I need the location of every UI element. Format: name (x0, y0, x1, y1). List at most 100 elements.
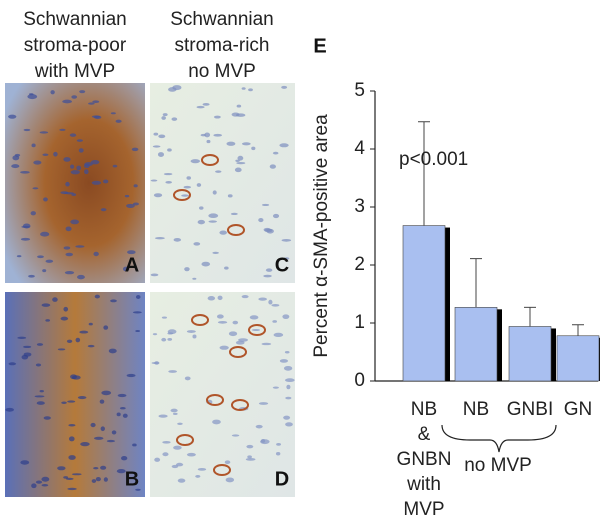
cell (90, 422, 96, 428)
cell (204, 132, 211, 138)
cell (162, 113, 168, 117)
cell (93, 251, 99, 257)
cell (103, 477, 108, 482)
cell (29, 93, 34, 96)
cell (217, 320, 228, 324)
cell (28, 274, 35, 278)
cell (93, 466, 99, 470)
cell (208, 213, 219, 219)
cell (16, 255, 22, 258)
cell (162, 452, 169, 457)
cell (62, 99, 73, 104)
vessel (229, 346, 247, 358)
panel-label: C (275, 254, 289, 276)
cell (45, 259, 54, 263)
cell (152, 145, 161, 148)
cell (163, 172, 173, 176)
cell (224, 460, 231, 465)
cell (168, 370, 178, 373)
x-tick-label: NB (463, 399, 489, 420)
cell (95, 476, 101, 482)
y-tick-label: 1 (354, 312, 365, 333)
cell (22, 223, 31, 229)
cell (219, 345, 229, 350)
cell (212, 251, 219, 255)
cell (248, 88, 253, 92)
cell (35, 480, 43, 484)
cell (192, 334, 197, 339)
panel-heading: Schwannian (170, 9, 274, 30)
cell (41, 476, 50, 482)
cell (20, 237, 31, 241)
cell (41, 303, 51, 307)
cell (31, 143, 36, 148)
cell (91, 180, 102, 185)
cell (260, 438, 266, 443)
cell (273, 332, 284, 338)
cell (45, 319, 51, 322)
cell (42, 269, 47, 273)
cell (208, 220, 218, 223)
cell (173, 445, 182, 450)
cell (200, 133, 207, 137)
x-tick-label: GN (564, 399, 593, 420)
cell (237, 155, 244, 161)
cell (261, 342, 272, 346)
cell (43, 416, 51, 420)
cell (71, 95, 78, 99)
cell (255, 424, 263, 429)
cell (225, 477, 235, 483)
cell (168, 87, 177, 92)
cell (268, 299, 273, 305)
cell (258, 402, 269, 405)
cell (102, 179, 109, 184)
cell (112, 164, 118, 168)
cell (234, 167, 242, 173)
cell (161, 316, 167, 319)
cell (264, 228, 273, 233)
cell (111, 430, 117, 435)
y-tick-label: 2 (354, 254, 365, 275)
cell (219, 230, 227, 235)
panel-label: E (313, 35, 326, 57)
cell (132, 202, 139, 206)
cell (213, 115, 221, 119)
cell (76, 139, 83, 142)
cell (158, 414, 168, 418)
cell (263, 274, 272, 278)
cell (63, 246, 71, 250)
cell (258, 297, 267, 301)
cell (68, 455, 76, 460)
cell (258, 217, 264, 223)
cell (135, 488, 141, 491)
cell (70, 170, 80, 175)
cell (65, 226, 72, 232)
cell (23, 352, 32, 357)
cell (181, 194, 189, 197)
cell (206, 139, 211, 144)
cell (285, 422, 293, 427)
cell (195, 474, 201, 478)
cell (77, 274, 85, 280)
cell (33, 160, 42, 165)
cell (286, 384, 291, 390)
cell (122, 413, 128, 418)
panel-label: B (125, 468, 139, 490)
cell (126, 373, 136, 378)
cell (284, 378, 295, 383)
cell (70, 374, 77, 380)
cell (100, 426, 105, 432)
cell (116, 412, 121, 417)
cell (67, 400, 76, 403)
cell (272, 386, 279, 389)
cell (247, 455, 252, 459)
cell (249, 315, 259, 320)
cell (275, 452, 281, 456)
vessel (213, 464, 231, 476)
cell (251, 146, 256, 151)
cell (101, 390, 112, 396)
cell (265, 268, 273, 272)
cell (103, 325, 109, 330)
cell (65, 252, 73, 257)
